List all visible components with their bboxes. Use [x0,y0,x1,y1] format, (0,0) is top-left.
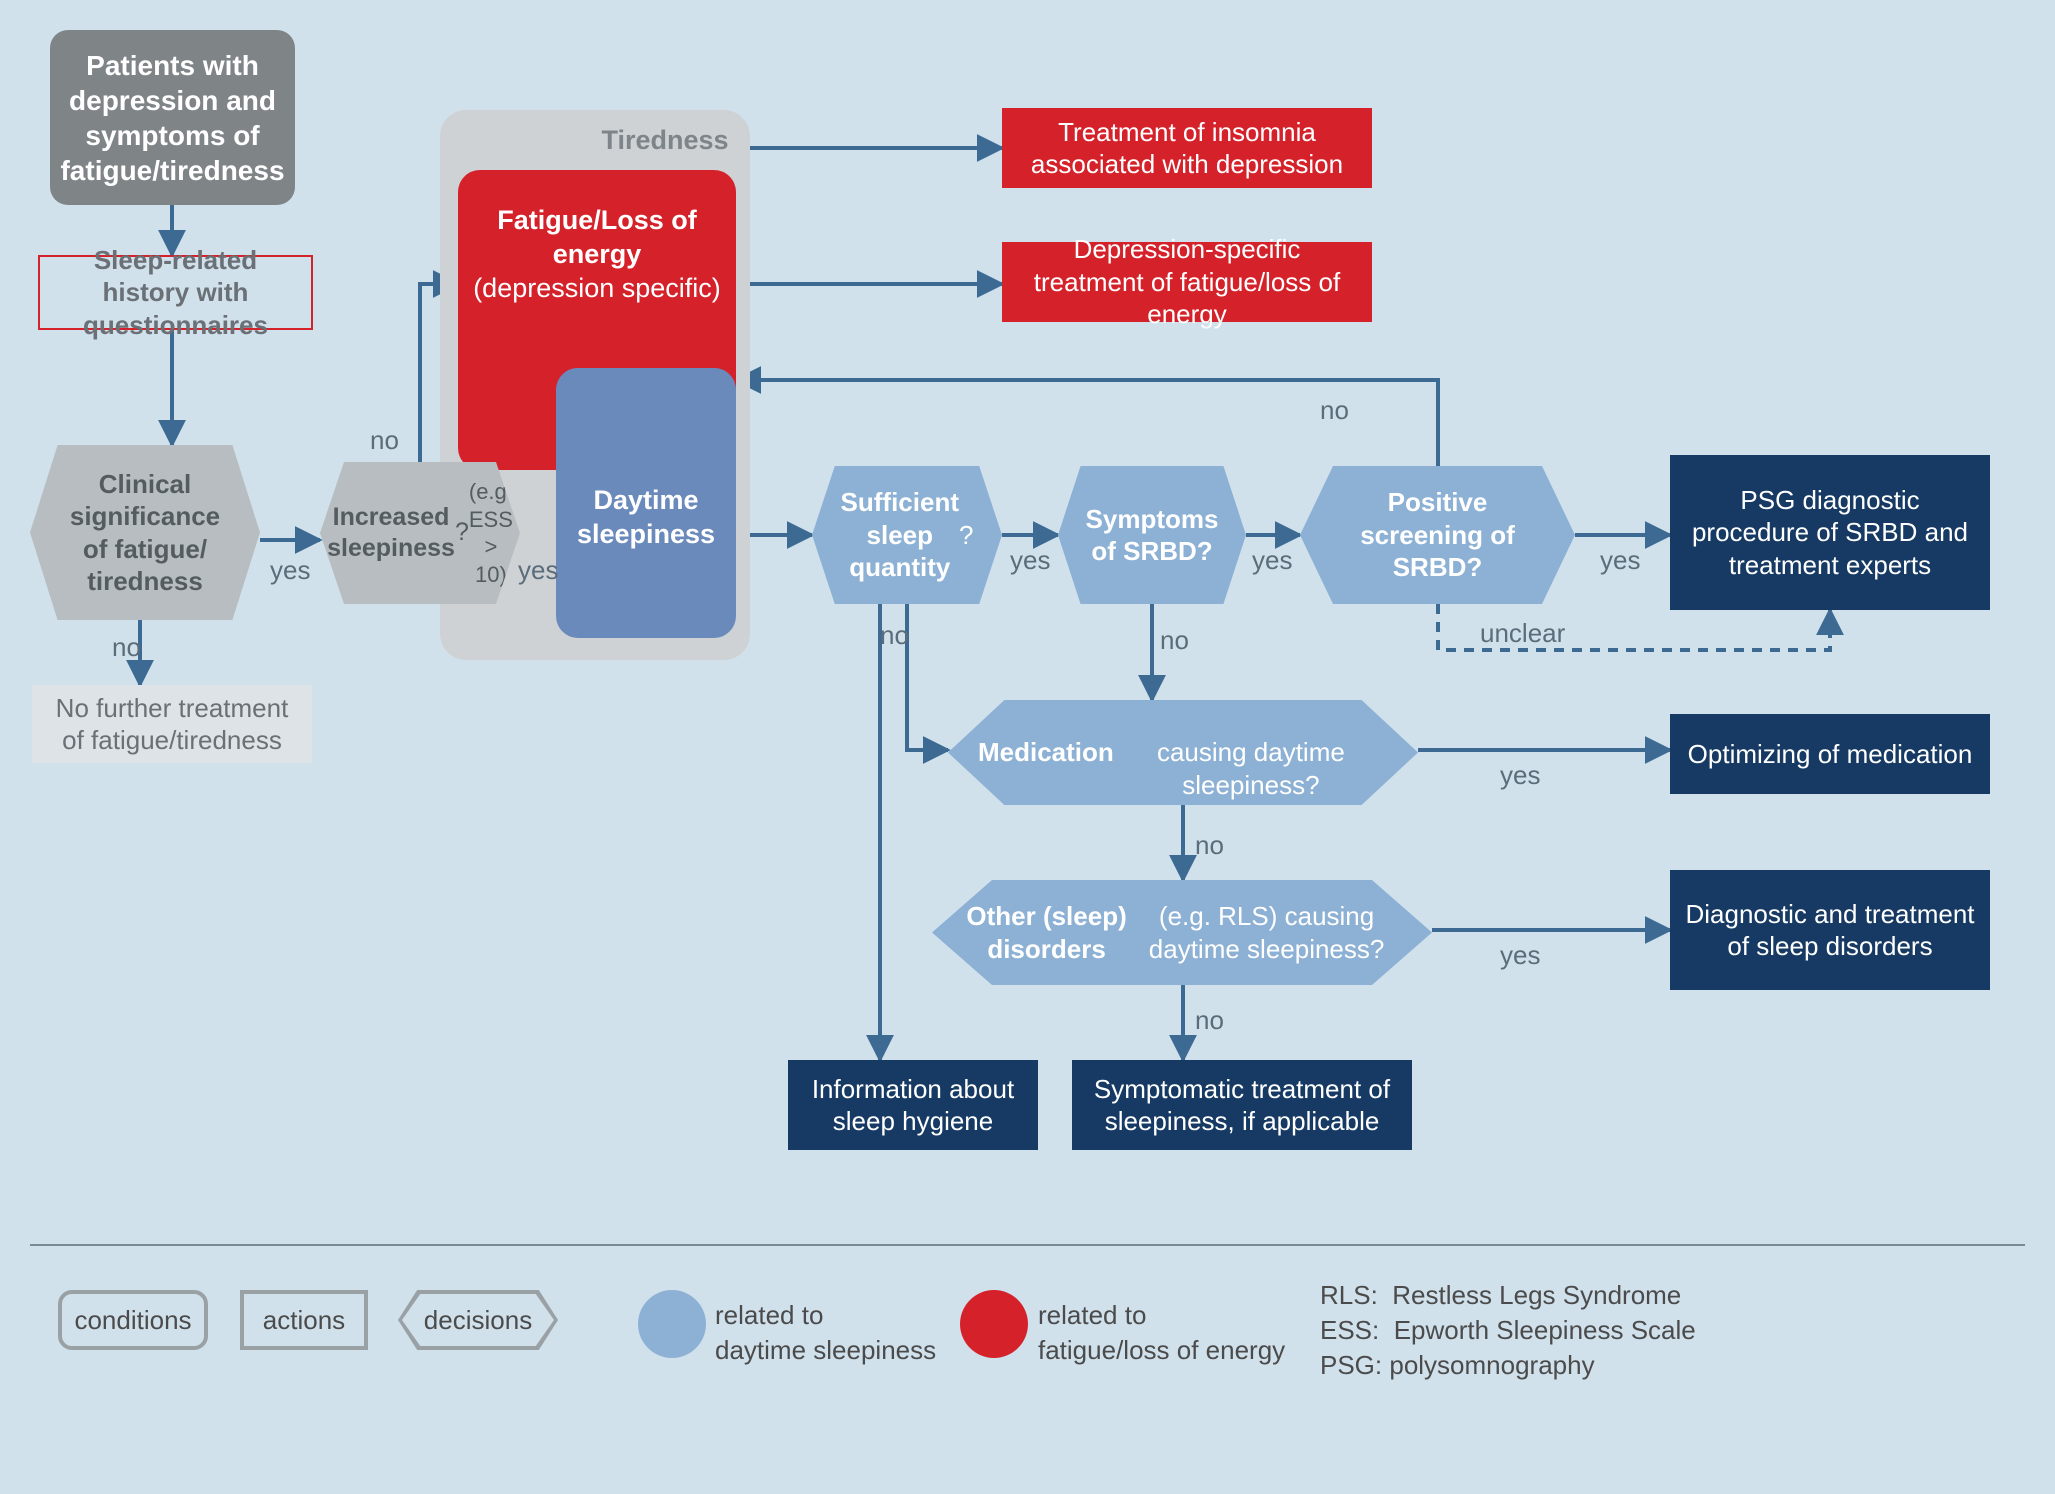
edge-label: yes [1500,760,1540,791]
node-clin_sig: Clinical significance of fatigue/ tiredn… [30,445,260,620]
node-no_further: No further treatment of fatigue/tirednes… [32,685,312,763]
node-srbd_pos: Positive screening of SRBD? [1300,466,1575,604]
edge-label: no [880,620,909,651]
legend-action: actions [240,1290,368,1350]
node-incr_sleep: Increased sleepiness?(e.g. ESS > 10) [320,462,520,604]
node-sleep_hyg: Information about sleep hygiene [788,1060,1038,1150]
edge-label: unclear [1480,618,1565,649]
legend-swatch-text: related to fatigue/loss of energy [1038,1298,1285,1368]
edge-label: yes [518,555,558,586]
node-diag_treat: Diagnostic and treatment of sleep disord… [1670,870,1990,990]
edge-label: yes [1500,940,1540,971]
edge-label: yes [1600,545,1640,576]
legend-swatch [638,1290,706,1358]
edge-label: yes [1252,545,1292,576]
legend-swatch [960,1290,1028,1358]
node-srbd_sym: Symptoms of SRBD? [1058,466,1246,604]
edge-label: yes [1010,545,1050,576]
node-tiredness_label: Tiredness [590,124,740,158]
legend-cond: conditions [58,1290,208,1350]
node-symptomatic: Symptomatic treatment of sleepiness, if … [1072,1060,1412,1150]
edge-label: yes [270,555,310,586]
legend-hex-label: decisions [424,1305,532,1336]
node-dep_specific: Depression-specific treatment of fatigue… [1002,242,1372,322]
node-daytime: Daytime sleepiness [556,368,736,638]
legend-action-label: actions [263,1305,345,1336]
edge-label: no [1195,830,1224,861]
edge-label: no [1160,625,1189,656]
node-history: Sleep-related history with questionnaire… [38,255,313,330]
edge-label: no [1320,395,1349,426]
node-psg: PSG diagnostic procedure of SRBD and tre… [1670,455,1990,610]
node-medication: Medicationcausing daytime sleepiness? [948,700,1418,805]
legend-hex: decisions [398,1290,558,1350]
node-suff_sleep: Sufficient sleep quantity? [812,466,1002,604]
node-start: Patients with depression and symptoms of… [50,30,295,205]
edge-label: no [112,632,141,663]
edge-label: no [370,425,399,456]
legend-swatch-text: related to daytime sleepiness [715,1298,936,1368]
node-insomnia: Treatment of insomnia associated with de… [1002,108,1372,188]
legend-cond-label: conditions [74,1305,191,1336]
node-opt_med: Optimizing of medication [1670,714,1990,794]
edge-label: no [1195,1005,1224,1036]
node-other_dis: Other (sleep) disorders (e.g. RLS) causi… [932,880,1432,985]
legend-abbrev: RLS: Restless Legs Syndrome ESS: Epworth… [1320,1278,1696,1383]
